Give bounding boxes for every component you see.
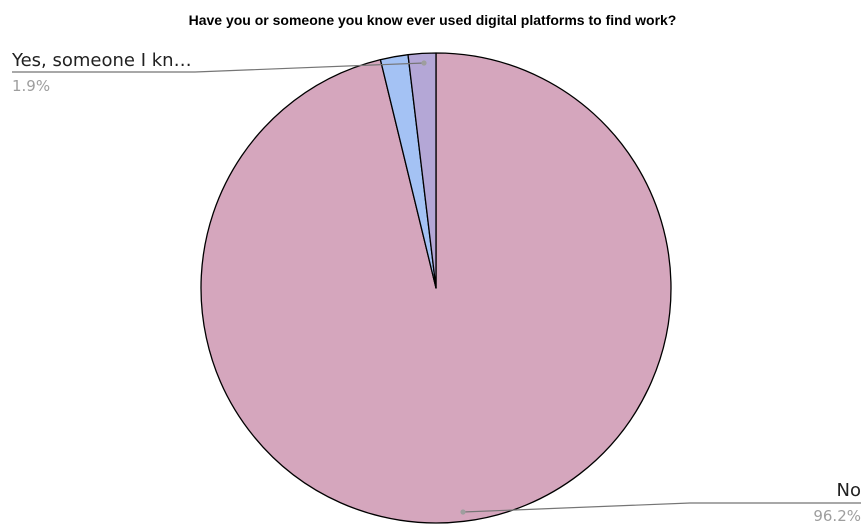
leader-dot-no xyxy=(460,509,466,515)
leader-line-yes-someone-i-kn xyxy=(12,62,425,73)
slice-label-no: No xyxy=(837,480,861,501)
slice-label-yes-someone-i-kn: Yes, someone I kn… xyxy=(11,50,192,71)
slices-layer xyxy=(200,52,672,524)
chart-title: Have you or someone you know ever used d… xyxy=(188,12,677,28)
slice-percent-no: 96.2% xyxy=(813,507,861,525)
pie-slice-yes-someone-i-kn xyxy=(407,52,437,289)
leader-line-no xyxy=(462,502,861,513)
leader-dot-yes-someone-i-kn xyxy=(421,60,427,66)
callouts-layer: No 96.2% Yes, someone I kn… 1.9% xyxy=(11,50,861,525)
slice-percent-yes-someone-i-kn: 1.9% xyxy=(12,77,50,95)
